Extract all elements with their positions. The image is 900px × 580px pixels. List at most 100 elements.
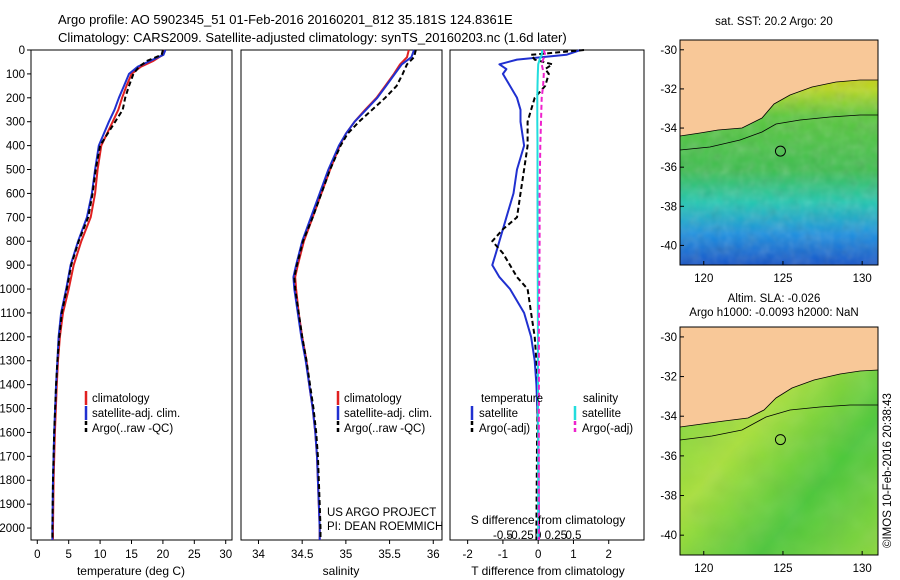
- depth-tick-label: 500: [6, 165, 25, 177]
- x-tick-label: 1: [570, 549, 576, 561]
- series-satellite-adj-clim-: [292, 49, 415, 540]
- salinity-legend: climatology satellite-adj. clim. Argo(..…: [336, 391, 432, 435]
- depth-tick-label: 1500: [0, 404, 25, 416]
- x-tick-label: 35.5: [378, 549, 400, 561]
- x-tick-label: 30: [219, 549, 232, 561]
- salinity-panel: 34 34.5 35 35.5 36 salinity climatology sate…: [240, 49, 443, 578]
- depth-tick-label: 1000: [0, 284, 25, 296]
- lat-tick-label: -38: [660, 491, 677, 503]
- sla-argo-location-marker: [774, 434, 786, 446]
- series-temperature-satellite: [491, 49, 581, 540]
- depth-axis: 0 100 200 300 400 500 600 700 800 900 1000 1100 1200…: [0, 45, 31, 535]
- x-tick-label: 36: [427, 549, 440, 561]
- imos-credit: ©IMOS 10-Feb-2016 20:38:43: [882, 393, 894, 548]
- legend-label-climatology: climatology: [92, 393, 150, 405]
- sst-isobath: [680, 114, 878, 151]
- legend-label-climatology: climatology: [344, 393, 402, 405]
- sst-land: [680, 40, 878, 136]
- depth-tick-label: 900: [6, 260, 25, 272]
- x-tick-label: 20: [157, 549, 170, 561]
- legend-label-argo: Argo(..raw -QC): [344, 423, 425, 435]
- lon-tick-label: 125: [773, 563, 792, 575]
- figure-title-line1: Argo profile: AO 5902345_51 01-Feb-2016 …: [58, 12, 513, 27]
- sst-map-image: [680, 40, 878, 265]
- sla-map-panel: Altim. SLA: -0.026 Argo h1000: -0.0093 h…: [660, 293, 879, 575]
- sla-coastline: [680, 369, 878, 428]
- difference-series: [491, 49, 585, 540]
- series-salinity-satellite: [536, 49, 544, 540]
- figure-title-line2: Climatology: CARS2009. Satellite-adjuste…: [58, 30, 567, 45]
- depth-tick-label: 100: [6, 69, 25, 81]
- depth-tick-label: 400: [6, 141, 25, 153]
- temperature-xlabel: temperature (deg C): [77, 564, 185, 578]
- depth-tick-label: 1200: [0, 332, 25, 344]
- legend-label-t-satellite: satellite: [479, 408, 518, 420]
- lat-tick-label: -34: [660, 123, 677, 135]
- x-tick-label: 15: [125, 549, 138, 561]
- depth-tick-label: 1600: [0, 427, 25, 439]
- pi-annotation: PI: DEAN ROEMMICH: [327, 521, 443, 533]
- sst-map-frame: [679, 39, 879, 266]
- lat-tick-label: -32: [660, 84, 677, 96]
- temperature-series: [51, 49, 167, 540]
- legend-header-salinity: salinity: [583, 393, 618, 405]
- sst-map-panel: sat. SST: 20.2 Argo: 20 120 125 130 -30 -32 -…: [660, 16, 879, 285]
- salinity-series: [292, 49, 417, 540]
- x-tick-label: 0: [535, 549, 541, 561]
- sla-map-axes: 120 125 130 -30 -32 -34 -36 -38 -40: [660, 332, 871, 575]
- lat-tick-label: -34: [660, 411, 677, 423]
- s-diff-tick-label: 0.25: [545, 530, 567, 542]
- lat-tick-label: -32: [660, 372, 677, 384]
- sla-map-title: Altim. SLA: -0.026: [728, 293, 821, 305]
- temperature-x-axis: 0 5 10 15 20 25 30: [34, 540, 232, 561]
- depth-tick-label: 200: [6, 93, 25, 105]
- series-argo-raw-qc-: [293, 49, 417, 540]
- salinity-axes-frame: [240, 49, 443, 541]
- x-tick-label: -1: [498, 549, 508, 561]
- sla-map-image: [680, 327, 878, 555]
- legend-label-s-satellite: satellite: [582, 408, 621, 420]
- lat-tick-label: -40: [660, 240, 677, 252]
- legend-label-t-argo: Argo(-adj): [479, 423, 530, 435]
- depth-tick-label: 600: [6, 188, 25, 200]
- x-tick-label: -2: [463, 549, 473, 561]
- series-argo-raw-qc-: [51, 49, 164, 540]
- x-tick-label: 10: [94, 549, 107, 561]
- depth-tick-label: 300: [6, 117, 25, 129]
- x-tick-label: 2: [606, 549, 612, 561]
- depth-tick-label: 1300: [0, 356, 25, 368]
- project-annotation: US ARGO PROJECT: [327, 507, 436, 519]
- depth-tick-label: 1800: [0, 475, 25, 487]
- lat-tick-label: -36: [660, 451, 677, 463]
- temperature-axes-frame: [30, 49, 233, 541]
- lat-tick-label: -36: [660, 162, 677, 174]
- legend-label-argo: Argo(..raw -QC): [92, 423, 173, 435]
- lon-tick-label: 130: [853, 563, 872, 575]
- series-satellite-adj-clim-: [51, 49, 167, 540]
- t-difference-xlabel: T difference from climatology: [471, 564, 625, 578]
- sla-map-frame: [679, 326, 879, 556]
- sst-map-axes: 120 125 130 -30 -32 -34 -36 -38 -40: [660, 45, 871, 285]
- depth-tick-label: 0: [19, 45, 25, 57]
- depth-tick-label: 2000: [0, 523, 25, 535]
- x-tick-label: 5: [65, 549, 71, 561]
- legend-label-satellite: satellite-adj. clim.: [344, 408, 432, 420]
- series-climatology: [294, 49, 410, 540]
- salinity-xlabel: salinity: [323, 564, 360, 578]
- legend-header-temperature: temperature: [481, 393, 543, 405]
- sst-map-title: sat. SST: 20.2 Argo: 20: [715, 16, 833, 28]
- series-salinity-argo-adj-: [537, 49, 547, 540]
- depth-tick-label: 1100: [0, 308, 25, 320]
- s-difference-x-axis: -0.5-0.25 0 0.250.5: [493, 530, 581, 542]
- s-diff-tick-label: -0.5: [493, 530, 513, 542]
- depth-tick-label: 1900: [0, 499, 25, 511]
- s-diff-tick-label: 0.5: [565, 530, 581, 542]
- legend-label-s-argo: Argo(-adj): [582, 423, 633, 435]
- lon-tick-label: 125: [773, 273, 792, 285]
- lon-tick-label: 120: [694, 563, 713, 575]
- temperature-legend: climatology satellite-adj. clim. Argo(..…: [84, 391, 180, 435]
- sst-coastline: [680, 79, 878, 137]
- temperature-panel: 0100200300400500600700800900100011001200…: [0, 45, 233, 578]
- difference-axes-frame: [449, 49, 645, 541]
